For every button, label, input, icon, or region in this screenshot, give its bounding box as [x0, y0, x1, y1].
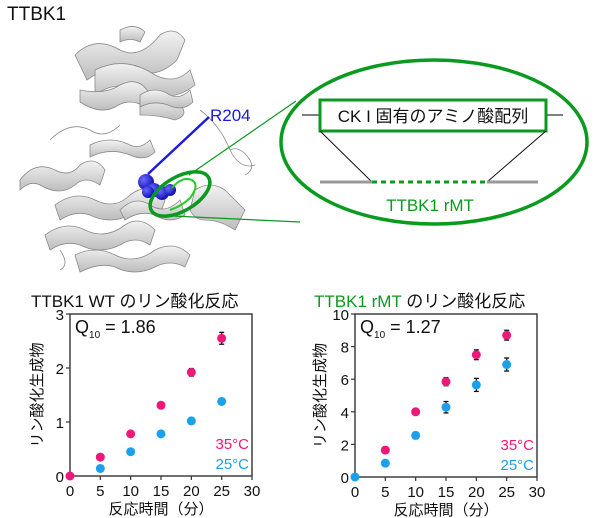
q10-annotation: Q10 = 1.27 [360, 317, 441, 341]
data-point [156, 429, 166, 439]
legend-25C: 25°C [500, 457, 534, 474]
x-tick-label: 0 [66, 483, 74, 500]
r204-residue-icon [138, 174, 176, 200]
data-point [156, 400, 166, 410]
q10-annotation: Q10 = 1.86 [75, 317, 156, 341]
data-point [441, 402, 451, 412]
data-point [380, 458, 390, 468]
data-point [471, 350, 481, 360]
y-axis-label: リン酸化生成物 [29, 342, 46, 447]
series-35C [380, 329, 512, 455]
data-point [95, 452, 105, 462]
x-tick-label: 20 [468, 484, 485, 501]
data-point [126, 447, 136, 457]
data-point [186, 367, 196, 377]
legend-35C: 35°C [215, 436, 249, 453]
x-tick-label: 25 [498, 484, 515, 501]
x-tick-label: 15 [153, 483, 170, 500]
zoom-connector-bottom [171, 215, 301, 223]
y-tick-label: 2 [341, 437, 349, 454]
data-point [95, 463, 105, 473]
x-tick-label: 15 [438, 484, 455, 501]
wt-plot-title: TTBK1 WT のリン酸化反応 [31, 292, 239, 311]
y-tick-label: 8 [341, 340, 349, 357]
x-tick-label: 10 [122, 483, 139, 500]
legend-35C: 35°C [500, 437, 534, 454]
wt-chart: 0 5 10 15 20 25 30 0 1 2 3 反応時間（分） リン酸化生成物 Q10 = 1.86… [29, 307, 260, 518]
x-axis-label: 反応時間（分） [108, 501, 213, 518]
rmt-plot-title: TTBK1 rMT のリン酸化反応 [314, 292, 526, 311]
x-tick-label: 5 [381, 484, 389, 501]
r204-pointer-line [147, 116, 210, 175]
data-point [502, 360, 512, 370]
data-point [350, 472, 360, 482]
ck1-sequence-label: CK I 固有のアミノ酸配列 [338, 107, 528, 126]
series-25C [95, 396, 227, 473]
data-point [471, 380, 481, 390]
y-tick-label: 0 [56, 469, 64, 486]
data-point [65, 471, 75, 481]
data-point [217, 396, 227, 406]
data-point [441, 377, 451, 387]
rmt-construct-label: TTBK1 rMT [386, 196, 474, 215]
protein-label: TTBK1 [7, 4, 67, 25]
y-axis-label: リン酸化生成物 [312, 343, 329, 448]
legend-25C: 25°C [215, 456, 249, 473]
y-tick-label: 0 [341, 470, 349, 487]
x-tick-label: 0 [351, 484, 359, 501]
y-tick-label: 3 [56, 307, 64, 324]
y-tick-label: 1 [56, 415, 64, 432]
rmt-loop-icon [169, 178, 197, 211]
protein-ribbon-icon [19, 26, 256, 273]
data-point [502, 330, 512, 340]
data-point [380, 445, 390, 455]
data-point [217, 333, 227, 343]
ck1-sequence-box [318, 98, 548, 133]
y-tick-label: 4 [341, 405, 349, 422]
r204-label: R204 [210, 106, 251, 125]
y-tick-label: 2 [56, 361, 64, 378]
x-tick-label: 20 [183, 483, 200, 500]
data-point [411, 407, 421, 417]
x-tick-label: 30 [244, 483, 261, 500]
y-tick-label: 6 [341, 372, 349, 389]
x-tick-label: 30 [529, 484, 546, 501]
zoom-connector-top [188, 100, 297, 176]
highlight-small-ellipse [148, 170, 212, 218]
series-35C [65, 331, 227, 481]
series-25C [350, 357, 512, 482]
data-point [186, 416, 196, 426]
x-tick-label: 10 [407, 484, 424, 501]
y-tick-label: 10 [332, 307, 349, 324]
x-axis-label: 反応時間（分） [393, 502, 498, 518]
x-tick-label: 5 [96, 483, 104, 500]
protein-structure-figure: R204 CK I 固有のアミノ酸配列 TTBK1 rMT [19, 26, 589, 273]
data-point [411, 430, 421, 440]
x-tick-label: 25 [213, 483, 230, 500]
data-point [126, 429, 136, 439]
